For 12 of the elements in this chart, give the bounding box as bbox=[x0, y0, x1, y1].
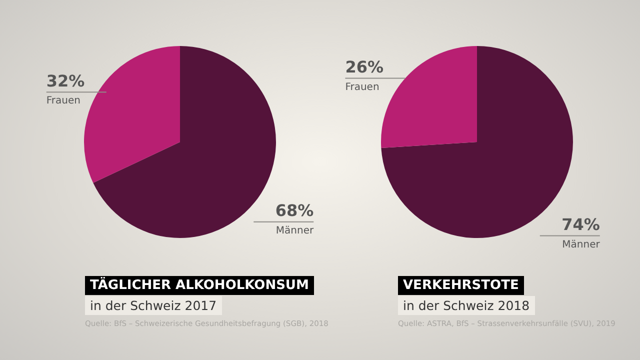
slice-label: Männer bbox=[562, 239, 601, 250]
slice-label: Frauen bbox=[46, 96, 80, 107]
text: TÄGLICHER ALKOHOLKONSUM bbox=[85, 276, 314, 295]
slice-label: Männer bbox=[276, 225, 315, 236]
data-label: 68% bbox=[275, 201, 314, 220]
text: in der Schweiz 2017 bbox=[85, 296, 222, 315]
slice-label: Frauen bbox=[345, 82, 380, 93]
data-label: 26% bbox=[345, 57, 384, 76]
data-label: 74% bbox=[562, 214, 600, 234]
text: in der Schweiz 2018 bbox=[398, 296, 535, 315]
text: VERKEHRSTOTE bbox=[398, 276, 524, 295]
data-label: 32% bbox=[46, 71, 85, 90]
